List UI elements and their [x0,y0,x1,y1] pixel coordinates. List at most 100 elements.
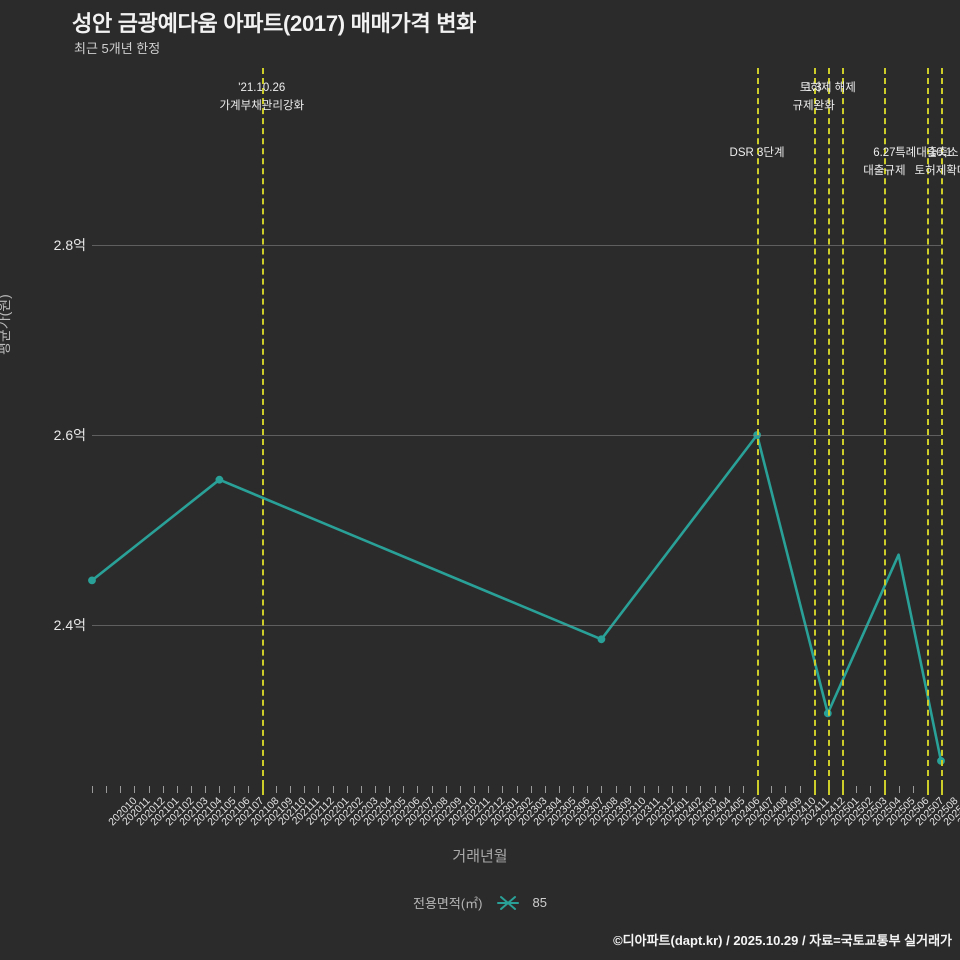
x-axis-tick [898,786,900,793]
y-axis-tick-labels: 2.4억 2.6억 2.8억 [0,68,86,786]
x-axis-tick [134,786,136,793]
star-marker-icon [495,895,521,910]
y-axis-tick-label: 2.6억 [53,427,86,443]
event-line [827,68,830,786]
event-annotation-date: '21.10.26 [238,82,286,94]
x-axis-tick [629,786,631,793]
x-axis-tick [275,786,277,793]
event-line [757,68,760,786]
event-line [261,68,264,786]
x-axis-tick [558,786,560,793]
x-axis-title: 거래년월 [452,848,508,865]
event-annotation-text: DSR 3단계 [729,147,785,159]
event-line [813,68,816,786]
x-axis-tick [728,786,730,793]
x-axis-tick [247,786,249,793]
data-point-marker [215,475,224,484]
event-line [926,68,929,786]
x-axis-tick [573,786,575,793]
x-axis-tick [488,786,490,793]
x-axis-tick [700,786,702,793]
event-annotation-text: 대출규제 [863,164,906,177]
x-axis-tick [318,786,320,793]
x-axis-tick [912,786,914,793]
x-axis-tick [615,786,617,793]
event-annotation-text: 특례대출축소 [895,147,959,159]
event-line [941,68,943,786]
event-annotation: DSR 3단계 [730,145,785,163]
event-annotation-text: 가계부채관리강화 [219,99,305,112]
x-axis-tick [516,786,518,793]
x-axis-tick [148,786,150,793]
gridline [92,625,941,626]
event-annotation: '21.10.26 가계부채관리강화 [219,80,304,116]
event-annotation-date: 10.1 [929,147,953,159]
x-axis-tick [841,786,844,795]
x-axis-tick [106,786,108,793]
event-line [884,68,887,786]
x-axis-tick [205,786,207,793]
x-axis-tick [219,786,221,793]
x-axis-tick [92,786,93,793]
gridline [92,245,941,246]
x-axis-tick [742,786,744,793]
gridline [92,435,941,436]
x-axis-tick [346,786,348,793]
x-axis-tick [304,786,306,793]
x-axis-tick [502,786,504,793]
y-axis-tick-label: 2.4억 [53,617,86,633]
x-axis-tick [191,786,193,793]
x-axis-tick [389,786,391,793]
data-point-marker [597,635,606,644]
event-annotation: 특례대출축소 [895,145,958,163]
x-axis-tick [360,786,362,793]
event-annotation: 6.27 대출규제 [863,145,905,181]
event-annotation-text: 토허제확대 [914,164,960,177]
x-axis-tick [884,786,887,795]
y-axis-tick-label: 2.8억 [53,237,86,253]
chart-title: 성안 금광예다움 아파트(2017) 매매가격 변화 [72,11,477,36]
x-axis-tick [757,786,760,795]
x-axis-tick [771,786,773,793]
x-axis-tick [799,786,801,793]
x-axis-tick [459,786,461,793]
x-axis-tick [941,786,943,795]
x-axis-tick [162,786,164,793]
x-axis-tick [417,786,419,793]
x-axis-tick [827,786,830,795]
footer-credit: ©디아파트(dapt.kr) / 2025.10.29 / 자료=국토교통부 실… [613,933,952,948]
legend-value: 85 [532,895,547,910]
x-axis-tick [544,786,546,793]
x-axis-tick [643,786,645,793]
event-annotation-text: 토허제 해제 [799,82,856,94]
x-axis-tick [445,786,447,793]
x-axis-tick [587,786,589,793]
x-axis-tick [672,786,674,793]
x-axis-tick [332,786,334,793]
event-annotation: 토허제 해제 [800,80,856,98]
x-axis-tick [714,786,716,793]
x-axis-tick [474,786,476,793]
x-axis-tick [403,786,405,793]
x-axis-tick [120,786,122,793]
x-axis-ticks [0,786,960,796]
event-line [841,68,844,786]
x-axis-tick [870,786,872,793]
x-axis-tick [431,786,433,793]
data-point-marker [88,576,96,585]
x-axis-tick [233,786,235,793]
x-axis-tick [375,786,376,793]
event-annotation-date: 1.3 [805,82,822,94]
event-annotation: 1.3 규제완화 [792,80,834,116]
chart-subtitle: 최근 5개년 한정 [74,41,161,56]
legend: 전용면적(㎡) 85 [413,893,547,912]
plot-area [88,68,945,786]
x-axis-tick [813,786,816,795]
legend-label: 전용면적(㎡) [413,896,483,911]
x-axis-tick [601,786,603,793]
event-annotation: 10.1 토허제확대 [915,145,960,181]
x-axis-tick [856,786,858,793]
x-axis-tick [926,786,929,795]
x-axis-tick [785,786,787,793]
x-axis-tick [290,786,292,793]
